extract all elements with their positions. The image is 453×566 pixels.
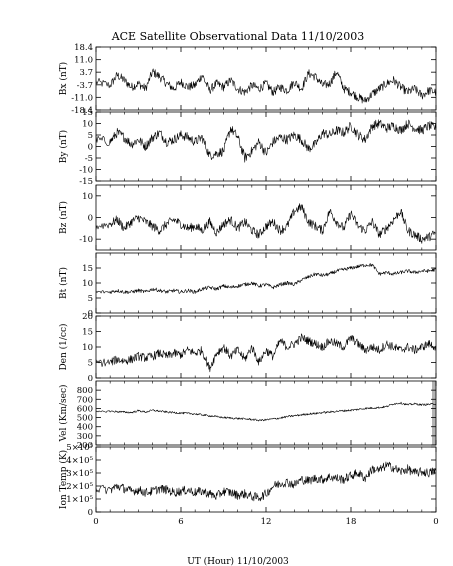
ytick-label-by-0: 15 [82,108,93,118]
ytick-label-vel-3: 500 [77,414,93,424]
ytick-label-vel-5: 300 [77,432,93,442]
ytick-label-by-2: 5 [88,131,93,141]
xtick-label-3: 18 [346,517,357,527]
panel-frame-bx [95,46,437,111]
ytick-label-by-4: -5 [85,154,93,164]
ylabel-bx: Bx (nT) [58,62,69,95]
ytick-label-den-0: 20 [82,312,93,322]
trace-bx [95,68,437,104]
panel-bx: 18.4 11.0 3.7 -3.7 -11.0 -18.4 Bx (nT) [58,43,437,116]
ytick-label-bt-0: 15 [82,264,93,274]
ytick-label-bx-0: 18.4 [74,43,93,53]
ytick-label-temp-3: 2×10⁵ [66,482,93,492]
x-tick-labels: 0 6 12 18 0 [93,517,438,527]
xtick-label-2: 12 [261,517,272,527]
panel-bz: 10 0 -10 Bz (nT) [58,184,437,251]
ytick-label-temp-2: 3×10⁵ [66,469,93,479]
trace-by [95,119,437,163]
ytick-label-bt-3: 0 [88,309,93,319]
ytick-label-den-3: 5 [88,359,93,369]
ytick-label-bt-2: 5 [88,294,93,304]
ytick-label-by-1: 10 [82,120,93,130]
ytick-label-temp-0: 5×10⁵ [66,443,93,453]
ytick-label-bx-1: 11.0 [74,56,93,66]
trace-den [95,333,437,373]
ytick-label-bx-4: -11.0 [71,93,93,103]
ylabel-temp: Ion Temp (K) [58,450,69,509]
ytick-label-temp-1: 4×10⁵ [66,456,93,466]
ytick-label-bz-0: 10 [82,192,93,202]
trace-bt [95,263,437,294]
trace-temp [95,461,437,502]
xtick-label-0: 0 [93,517,98,527]
trace-bz [95,203,437,244]
panel-bt: 15 10 5 0 Bt (nT) [58,252,437,319]
ytick-label-temp-5: 0 [88,508,93,518]
ytick-label-bx-3: -3.7 [77,81,93,91]
panel-temp: 5×10⁵ 4×10⁵ 3×10⁵ 2×10⁵ 1×10⁵ 0 Ion Temp (K) [58,443,437,518]
ytick-label-den-4: 0 [88,374,93,384]
panel-frame-temp [95,446,437,513]
ylabel-den: Den (1/cc) [58,323,69,370]
ylabel-bz: Bz (nT) [58,201,69,234]
xtick-label-1: 6 [178,517,183,527]
ytick-label-den-1: 15 [82,328,93,338]
x-axis-label: UT (Hour) 11/10/2003 [187,556,289,566]
ytick-label-bz-2: -10 [79,235,93,245]
panel-frame-vel [95,380,437,446]
panel-den: 20 15 10 5 0 Den (1/cc) [58,312,437,384]
ytick-label-den-2: 10 [82,343,93,353]
ytick-label-bt-1: 10 [82,279,93,289]
ytick-label-bx-5: -18.4 [71,106,93,116]
vel-data-gap [432,381,436,445]
ytick-label-vel-1: 700 [77,395,93,405]
ytick-label-by-5: -10 [79,166,93,176]
ytick-label-vel-2: 600 [77,404,93,414]
ytick-label-bx-2: 3.7 [79,68,93,78]
panel-frame-bz [95,184,437,251]
ytick-label-vel-4: 400 [77,423,93,433]
ytick-label-vel-6: 200 [77,441,93,451]
ylabel-vel: Vel (Km/sec) [58,384,69,442]
panel-by: 15 105 0-5 -10-15 By (nT) [58,108,437,187]
ytick-label-by-6: -15 [79,177,93,187]
ylabel-by: By (nT) [58,130,69,163]
xtick-label-4: 0 [433,517,438,527]
panels-group: 18.411.03.7-3.7-11.0-18.4Bx (nT)151050-5… [58,43,437,518]
ytick-label-by-3: 0 [88,143,93,153]
ytick-label-bz-1: 0 [88,214,93,224]
trace-vel [95,401,437,422]
ylabel-bt: Bt (nT) [58,267,69,299]
ytick-label-vel-0: 800 [77,386,93,396]
ytick-label-temp-4: 1×10⁵ [66,495,93,505]
chart-title: ACE Satellite Observational Data 11/10/2… [111,30,365,43]
